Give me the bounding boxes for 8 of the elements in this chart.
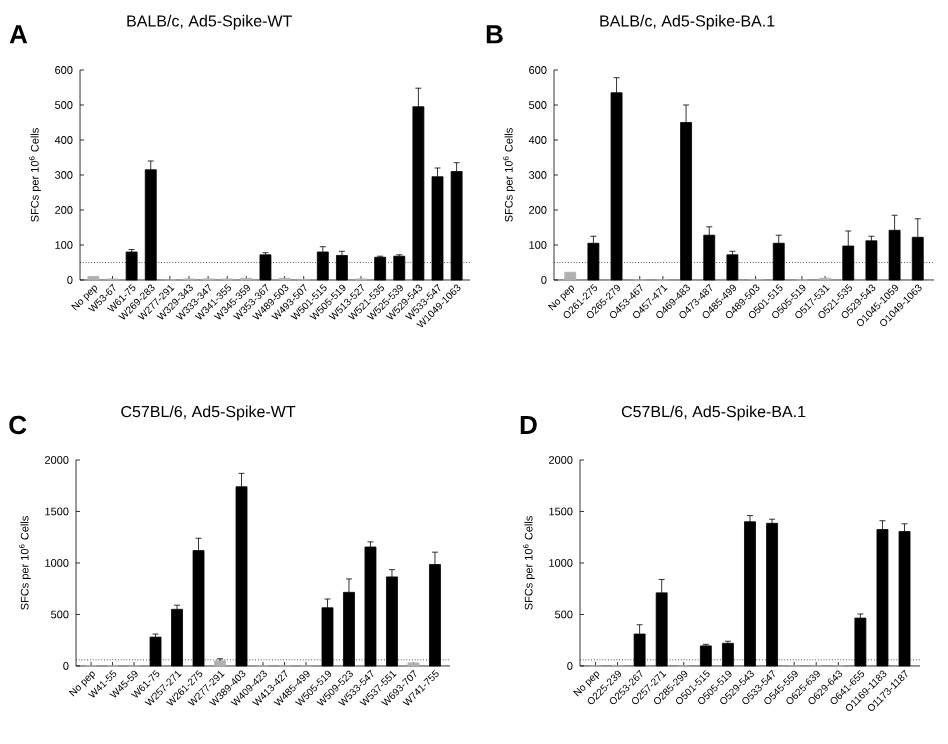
chart-title: C57BL/6, Ad5-Spike-BA.1	[621, 405, 806, 421]
chart-title: BALB/c, Ad5-Spike-BA.1	[600, 14, 775, 30]
chart-title: BALB/c, Ad5-Spike-WT	[127, 14, 292, 30]
text: D	[520, 416, 537, 434]
chart-title: C57BL/6, Ad5-Spike-WT	[121, 405, 296, 421]
text: A	[9, 25, 28, 44]
text: B	[486, 25, 503, 44]
text: C	[9, 415, 27, 435]
